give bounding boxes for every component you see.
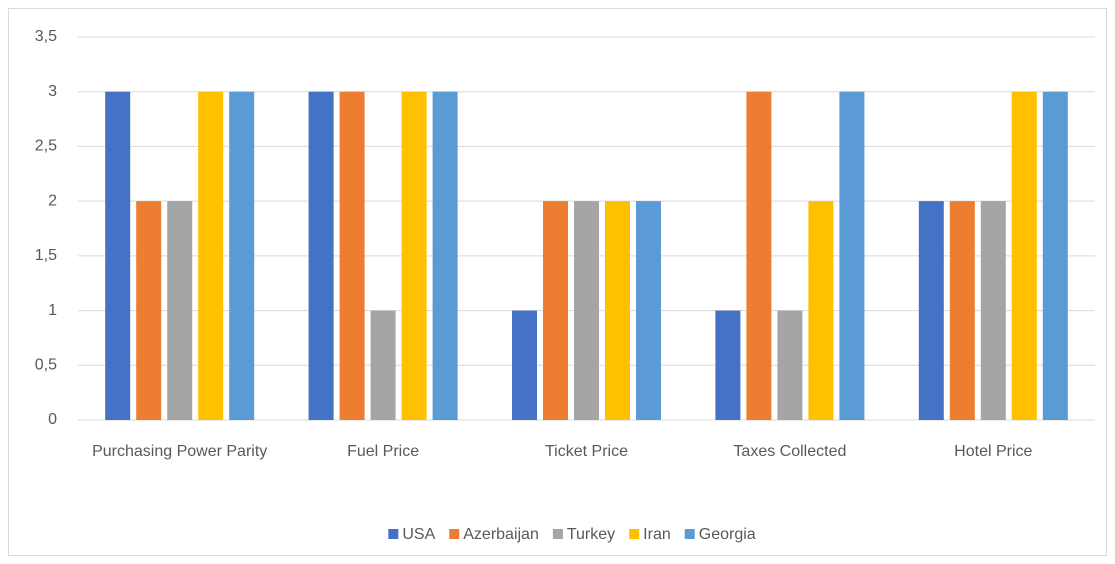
bar xyxy=(432,91,458,420)
legend-label: Azerbaijan xyxy=(463,526,539,543)
bar xyxy=(715,310,741,420)
legend: USA Azerbaijan Turkey Iran Georgia xyxy=(388,526,756,543)
bar xyxy=(605,201,630,420)
bar xyxy=(512,310,537,420)
bar xyxy=(949,201,975,420)
bar xyxy=(746,91,772,420)
bar xyxy=(401,91,427,420)
x-tick-label: Ticket Price xyxy=(545,443,628,460)
x-tick-label: Purchasing Power Parity xyxy=(92,443,267,460)
legend-swatch xyxy=(684,529,695,539)
bar xyxy=(105,91,131,420)
legend-swatch xyxy=(552,529,563,539)
bar xyxy=(167,201,193,420)
y-tick-label: 0,5 xyxy=(35,357,57,374)
x-tick-label: Hotel Price xyxy=(954,443,1032,460)
bar xyxy=(198,91,224,420)
bar xyxy=(339,91,365,420)
legend-swatch xyxy=(449,529,460,539)
bar xyxy=(1042,91,1068,420)
y-tick-label: 3,5 xyxy=(35,28,57,45)
bar xyxy=(574,201,599,420)
legend-label: Turkey xyxy=(567,526,615,543)
bar xyxy=(370,310,396,420)
legend-label: USA xyxy=(402,526,435,543)
bar xyxy=(777,310,803,420)
bar xyxy=(839,91,865,420)
legend-label: Georgia xyxy=(699,526,756,543)
y-tick-label: 1,5 xyxy=(35,247,57,264)
legend-label: Iran xyxy=(643,526,671,543)
y-tick-label: 3 xyxy=(48,83,57,100)
bar xyxy=(1011,91,1037,420)
y-tick-label: 1 xyxy=(48,302,57,319)
bar xyxy=(980,201,1006,420)
bar xyxy=(636,201,661,420)
y-tick-label: 0 xyxy=(48,411,57,428)
bar xyxy=(229,91,255,420)
y-tick-label: 2,5 xyxy=(35,138,57,155)
y-tick-label: 2 xyxy=(48,192,57,209)
bar xyxy=(136,201,162,420)
x-tick-label: Taxes Collected xyxy=(733,443,846,460)
bar xyxy=(308,91,334,420)
bar xyxy=(918,201,944,420)
bar xyxy=(808,201,834,420)
legend-swatch xyxy=(388,529,399,539)
x-tick-label: Fuel Price xyxy=(347,443,419,460)
legend-swatch xyxy=(629,529,640,539)
bar xyxy=(543,201,568,420)
